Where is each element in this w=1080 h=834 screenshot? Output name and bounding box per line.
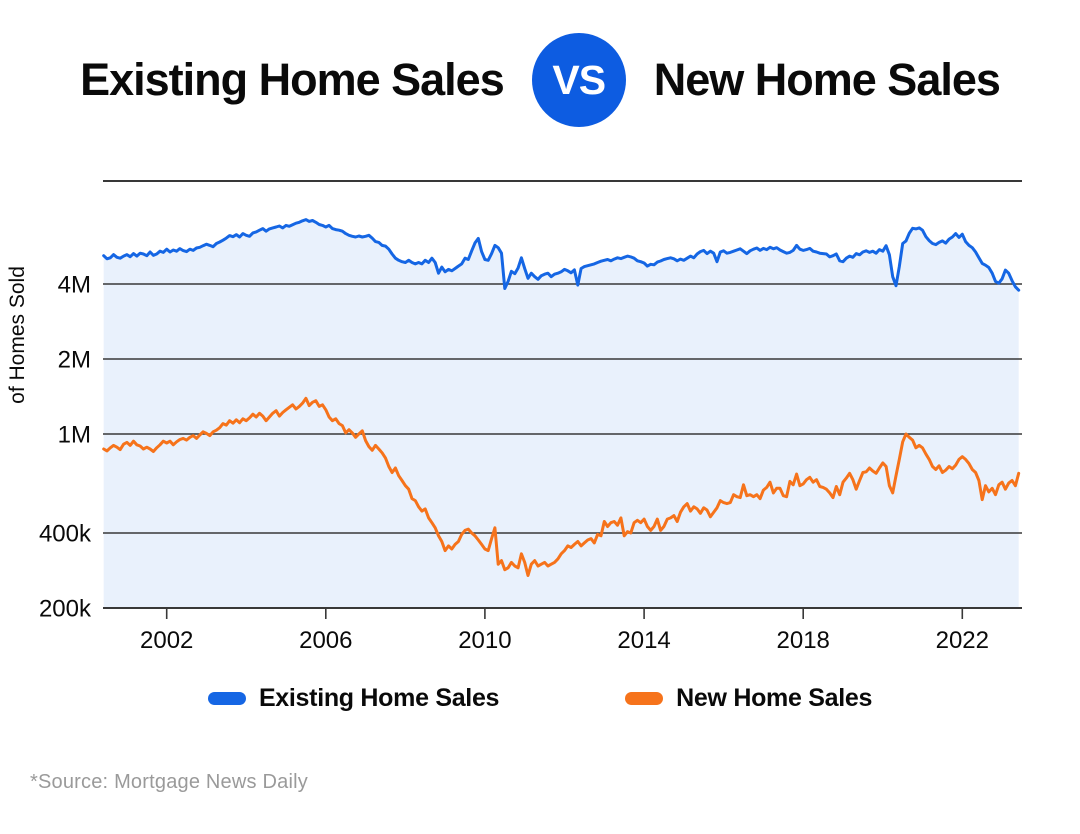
- legend-swatch-existing: [207, 692, 246, 705]
- series-line-new: [102, 396, 1021, 577]
- y-tick-400k: 400k: [39, 521, 92, 548]
- sales-line-chart: 4M 2M 1M 400k 200k 2002 2006 2010 2014 2018 2022 of…: [6, 180, 1022, 654]
- y-tick-1M: 1M: [58, 421, 91, 448]
- title-right: New Home Sales: [653, 54, 1001, 105]
- legend-label-existing: Existing Home Sales: [258, 684, 500, 712]
- y-tick-2M: 2M: [58, 347, 91, 374]
- title-left: Existing Home Sales: [80, 54, 505, 105]
- y-axis-label: of Homes Sold: [6, 266, 29, 404]
- x-tick-2002: 2002: [140, 627, 193, 654]
- vs-badge-label: VS: [552, 56, 606, 103]
- y-tick-4M: 4M: [58, 272, 91, 299]
- x-tick-2010: 2010: [458, 627, 511, 654]
- chart-legend: Existing Home Sales New Home Sales: [0, 684, 1080, 713]
- x-tick-2022: 2022: [936, 627, 989, 654]
- chart-area: 4M 2M 1M 400k 200k 2002 2006 2010 2014 2018 2022 of…: [0, 160, 1080, 665]
- legend-item-new: New Home Sales: [625, 684, 872, 713]
- source-note: *Source: Mortgage News Daily: [30, 771, 308, 793]
- x-tick-2006: 2006: [299, 627, 352, 654]
- legend-swatch-new: [625, 692, 664, 705]
- vs-badge: VS: [531, 33, 626, 127]
- title-row: Existing Home Sales VS New Home Sales: [0, 0, 1080, 160]
- x-tick-2018: 2018: [777, 627, 830, 654]
- y-tick-200k: 200k: [39, 596, 92, 623]
- legend-item-existing: Existing Home Sales: [207, 684, 500, 713]
- existing-sales-area: [103, 219, 1019, 608]
- legend-label-new: New Home Sales: [676, 684, 873, 712]
- x-tick-2014: 2014: [617, 627, 670, 654]
- series-line-existing: [102, 218, 1021, 292]
